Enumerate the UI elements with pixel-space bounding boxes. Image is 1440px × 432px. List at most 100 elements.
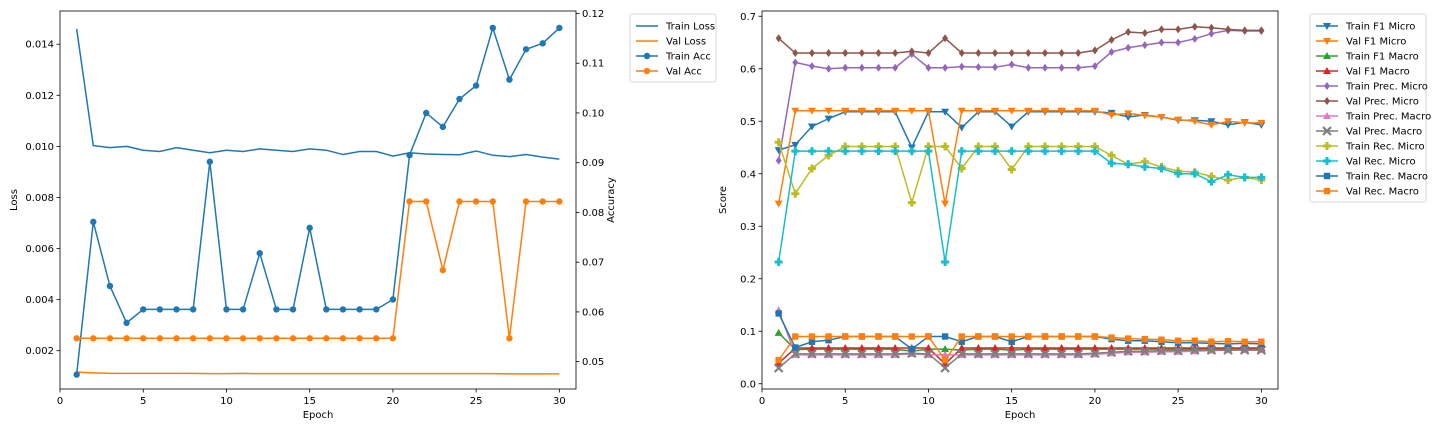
data-point (356, 306, 363, 313)
data-point (106, 282, 114, 290)
y-tick-label: 0.008 (25, 193, 54, 204)
data-point (991, 344, 1000, 352)
data-point (1191, 22, 1198, 31)
data-point (373, 335, 380, 342)
legend-label: Train Rec. Macro (1345, 172, 1428, 183)
data-point (942, 34, 949, 43)
data-point (439, 266, 447, 274)
y-tick-label: 0.7 (740, 12, 756, 23)
x-tick-label: 5 (842, 396, 848, 407)
y-tick-label: 0.3 (740, 222, 756, 233)
data-point (1240, 119, 1249, 127)
y-right-tick-label: 0.10 (582, 108, 604, 119)
data-point (1241, 26, 1248, 35)
legend-label: Val F1 Micro (1346, 37, 1406, 48)
data-point (924, 142, 933, 151)
data-point (925, 63, 932, 72)
data-point (973, 349, 984, 359)
data-point (1140, 346, 1150, 356)
data-point (974, 344, 983, 352)
data-point (1123, 346, 1133, 356)
data-point (73, 335, 80, 342)
series-train-acc (73, 24, 563, 378)
legend-item: Val F1 Micro (1316, 37, 1406, 48)
data-point (874, 147, 883, 156)
legend-item: Train F1 Micro (1316, 22, 1415, 33)
data-point (773, 363, 784, 373)
data-point (907, 198, 916, 207)
series-line (778, 111, 1262, 151)
data-point (1058, 63, 1065, 72)
data-point (892, 49, 899, 57)
data-point (792, 344, 799, 351)
data-point (974, 147, 983, 156)
data-point (506, 76, 513, 83)
data-point (925, 49, 932, 57)
data-point (958, 62, 965, 71)
data-point (775, 310, 782, 317)
data-point (924, 107, 933, 115)
data-point (791, 189, 800, 198)
data-point (774, 200, 783, 208)
data-point (791, 147, 800, 156)
data-point (1057, 142, 1066, 151)
y-tick-label: 0.1 (740, 327, 756, 338)
data-point (1206, 345, 1217, 355)
series-val-acc (73, 198, 563, 342)
data-point (439, 123, 447, 131)
data-point (840, 349, 851, 359)
data-point (522, 46, 530, 53)
data-point (223, 306, 230, 313)
data-point (1125, 28, 1132, 36)
legend-item: Train Prec. Micro (1316, 82, 1428, 93)
data-point (924, 147, 933, 156)
data-point (539, 198, 546, 205)
data-point (356, 335, 363, 342)
legend-label: Train Acc (665, 52, 711, 63)
x-tick-label: 0 (759, 396, 765, 407)
data-point (489, 24, 496, 32)
data-point (406, 152, 413, 159)
data-point (1006, 349, 1017, 359)
data-point (1189, 345, 1200, 355)
data-point (1025, 333, 1032, 340)
data-point (874, 344, 883, 352)
legend-label: Train F1 Micro (1345, 22, 1415, 33)
data-point (522, 198, 530, 205)
y-right-tick-label: 0.08 (582, 208, 604, 219)
data-point (775, 156, 782, 165)
data-point (1125, 43, 1132, 52)
data-point (140, 306, 147, 313)
x-tick-label: 30 (1255, 396, 1268, 407)
data-point (1057, 107, 1066, 115)
data-point (373, 306, 380, 313)
data-point (891, 344, 900, 352)
data-point (942, 63, 949, 72)
y-tick-label: 0.6 (740, 64, 756, 75)
y-right-tick-label: 0.12 (582, 9, 604, 20)
legend-label: Val Prec. Macro (1346, 127, 1422, 138)
plot-frame (59, 10, 577, 390)
series-train-prec-micro (775, 26, 1265, 165)
data-point (1224, 338, 1232, 345)
legend-marker (1323, 38, 1331, 45)
y-tick-label: 0.006 (25, 244, 54, 255)
data-point (1257, 173, 1266, 182)
data-point (941, 257, 950, 266)
y-tick-label: 0.4 (740, 169, 756, 180)
data-point (1074, 344, 1083, 352)
legend-label: Train Loss (665, 22, 715, 33)
data-point (1208, 29, 1215, 38)
x-tick-label: 20 (1089, 396, 1102, 407)
data-point (206, 335, 214, 342)
legend-marker (1323, 172, 1331, 180)
data-point (1207, 177, 1216, 186)
data-point (1073, 349, 1084, 359)
data-point (1041, 63, 1048, 72)
data-point (1007, 165, 1016, 174)
data-point (1106, 347, 1117, 358)
data-point (1008, 338, 1015, 345)
data-point (1173, 345, 1183, 356)
series-line (75, 28, 560, 160)
data-point (1225, 25, 1232, 34)
